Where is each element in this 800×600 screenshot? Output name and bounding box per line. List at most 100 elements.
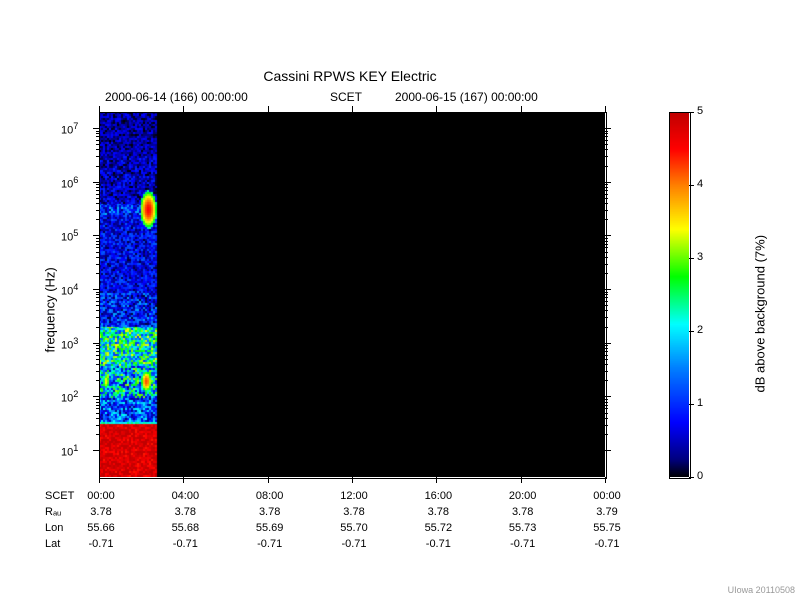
y-minor-tick (96, 131, 99, 132)
subtitle-center: SCET (330, 90, 362, 104)
y-minor-tick (605, 252, 608, 253)
y-minor-tick (96, 418, 99, 419)
x-tick-label: 55.72 (416, 522, 460, 534)
y-minor-tick (96, 190, 99, 191)
y-minor-tick (605, 190, 608, 191)
y-tick (605, 396, 611, 397)
y-minor-tick (96, 194, 99, 195)
y-axis-label: frequency (Hz) (43, 233, 58, 353)
y-minor-tick (96, 408, 99, 409)
x-tick-label: -0.71 (332, 538, 376, 550)
y-minor-tick (605, 198, 608, 199)
colorbar-tick-label: 3 (697, 251, 703, 263)
y-minor-tick (605, 405, 608, 406)
colorbar-tick (689, 404, 694, 405)
y-minor-tick (605, 413, 608, 414)
y-minor-tick (605, 364, 608, 365)
y-tick-label: 102 (61, 389, 78, 405)
colorbar-tick-label: 5 (697, 105, 703, 117)
y-minor-tick (96, 166, 99, 167)
y-minor-tick (96, 364, 99, 365)
y-minor-tick (96, 399, 99, 400)
y-minor-tick (96, 301, 99, 302)
y-minor-tick (96, 257, 99, 258)
x-tick-label: 20:00 (501, 490, 545, 502)
colorbar-tick-label: 0 (697, 470, 703, 482)
y-minor-tick (96, 351, 99, 352)
y-minor-tick (96, 405, 99, 406)
x-tick (183, 477, 184, 483)
x-tick-label: 3.78 (501, 506, 545, 518)
y-minor-tick (96, 380, 99, 381)
x-tick (352, 106, 353, 112)
y-minor-tick (605, 184, 608, 185)
x-tick (436, 106, 437, 112)
y-tick (93, 343, 99, 344)
subtitle-right: 2000-06-15 (167) 00:00:00 (395, 90, 538, 104)
y-minor-tick (605, 257, 608, 258)
x-tick-label: 3.78 (79, 506, 123, 518)
x-tick-label: 3.79 (585, 506, 629, 518)
x-tick-label: -0.71 (585, 538, 629, 550)
x-row-label: Lat (45, 538, 60, 550)
x-tick-label: 12:00 (332, 490, 376, 502)
colorbar-tick-label: 2 (697, 324, 703, 336)
y-minor-tick (605, 425, 608, 426)
y-minor-tick (96, 434, 99, 435)
y-tick-label: 105 (61, 228, 78, 244)
x-tick-label: 3.78 (332, 506, 376, 518)
x-tick (183, 106, 184, 112)
y-tick (605, 235, 611, 236)
y-minor-tick (96, 198, 99, 199)
y-tick (605, 289, 611, 290)
y-minor-tick (605, 399, 608, 400)
x-row-label: Lon (45, 522, 63, 534)
y-minor-tick (96, 187, 99, 188)
y-tick-label: 101 (61, 443, 78, 459)
y-minor-tick (605, 348, 608, 349)
y-minor-tick (96, 184, 99, 185)
y-minor-tick (96, 425, 99, 426)
x-tick-label: -0.71 (501, 538, 545, 550)
y-minor-tick (605, 264, 608, 265)
colorbar-tick-label: 1 (697, 397, 703, 409)
x-tick-label: 55.70 (332, 522, 376, 534)
y-tick (93, 182, 99, 183)
x-tick (99, 106, 100, 112)
y-minor-tick (605, 351, 608, 352)
y-minor-tick (96, 238, 99, 239)
y-minor-tick (96, 136, 99, 137)
x-tick-label: 55.69 (248, 522, 292, 534)
y-minor-tick (605, 359, 608, 360)
y-minor-tick (96, 292, 99, 293)
x-row-label: Rₐᵤ (45, 506, 61, 518)
y-minor-tick (605, 187, 608, 188)
y-minor-tick (605, 327, 608, 328)
y-minor-tick (96, 203, 99, 204)
x-tick-label: 08:00 (248, 490, 292, 502)
y-tick (93, 289, 99, 290)
x-tick-label: -0.71 (163, 538, 207, 550)
y-minor-tick (96, 355, 99, 356)
x-tick (605, 106, 606, 112)
y-minor-tick (96, 140, 99, 141)
y-tick (93, 128, 99, 129)
y-minor-tick (605, 194, 608, 195)
y-minor-tick (605, 131, 608, 132)
y-tick-label: 107 (61, 121, 78, 137)
y-minor-tick (605, 156, 608, 157)
y-tick-label: 103 (61, 336, 78, 352)
y-minor-tick (96, 371, 99, 372)
plot-border (99, 112, 607, 479)
y-minor-tick (605, 418, 608, 419)
y-minor-tick (605, 247, 608, 248)
y-minor-tick (605, 297, 608, 298)
y-minor-tick (605, 402, 608, 403)
y-tick (605, 128, 611, 129)
x-tick-label: -0.71 (416, 538, 460, 550)
y-minor-tick (96, 247, 99, 248)
y-minor-tick (96, 264, 99, 265)
y-minor-tick (605, 219, 608, 220)
x-tick (352, 477, 353, 483)
x-tick (268, 477, 269, 483)
